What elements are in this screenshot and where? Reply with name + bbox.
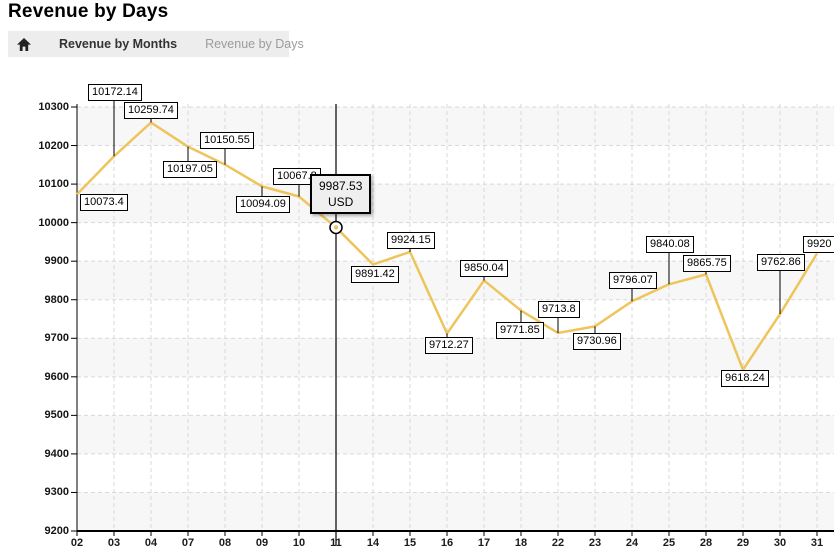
breadcrumb: Revenue by Months Revenue by Days <box>8 30 304 58</box>
y-tick-label: 9600 <box>44 370 69 383</box>
y-tick-label: 9400 <box>44 447 69 460</box>
x-tick-label: 30 <box>773 537 787 546</box>
data-point-label: 10197.05 <box>163 161 217 178</box>
y-tick-label: 10000 <box>38 216 69 229</box>
x-tick-label: 17 <box>477 537 491 546</box>
x-tick-label: 23 <box>588 537 602 546</box>
selected-point-dot <box>333 225 339 230</box>
data-point-label: 9713.8 <box>538 301 580 318</box>
data-point-label: 10094.09 <box>236 196 290 213</box>
tooltip-value: 9987.53 <box>319 179 363 193</box>
x-tick-label: 11 <box>330 537 342 546</box>
x-tick-label: 07 <box>181 537 195 546</box>
data-point-label: 9865.75 <box>683 255 731 272</box>
data-point-label: 9924.15 <box>387 232 435 249</box>
data-point-label: 9730.96 <box>573 333 621 350</box>
x-tick-label: 28 <box>699 537 713 546</box>
x-tick-label: 09 <box>255 537 269 546</box>
data-point-label: 9850.04 <box>460 260 508 277</box>
y-tick-label: 9200 <box>44 525 69 537</box>
data-point-label: 10259.74 <box>124 102 178 119</box>
plot-band <box>77 492 834 531</box>
x-tick-label: 15 <box>403 537 417 546</box>
x-tick-label: 16 <box>440 537 454 546</box>
y-tick-label: 9300 <box>44 486 69 499</box>
plot-band <box>77 415 834 454</box>
tooltip: 9987.53 USD <box>310 174 372 214</box>
x-tick-label: 08 <box>218 537 232 546</box>
data-point-label: 9796.07 <box>609 272 657 289</box>
y-tick-label: 10300 <box>38 101 69 113</box>
data-point-label: 9840.08 <box>646 236 694 253</box>
home-icon[interactable] <box>17 37 31 51</box>
y-tick-label: 9700 <box>44 332 69 345</box>
y-tick-label: 9500 <box>44 409 69 422</box>
y-tick-label: 9800 <box>44 293 69 306</box>
x-tick-label: 29 <box>736 537 750 546</box>
data-point-label: 9891.42 <box>351 266 399 283</box>
tooltip-unit: USD <box>328 195 354 209</box>
data-point-label: 9712.27 <box>425 337 473 354</box>
x-tick-label: 31 <box>810 537 824 546</box>
data-point-label: 10073.4 <box>80 194 128 211</box>
data-point-label: 10172.14 <box>88 84 142 101</box>
y-tick-label: 10200 <box>38 139 69 152</box>
x-tick-label: 24 <box>625 537 639 546</box>
plot-band <box>77 184 834 223</box>
y-tick-label: 9900 <box>44 255 69 268</box>
x-tick-label: 02 <box>70 537 84 546</box>
data-point-label: 9762.86 <box>757 254 805 271</box>
data-point-label: 9771.85 <box>496 322 544 339</box>
y-tick-label: 10100 <box>38 178 69 191</box>
page-title: Revenue by Days <box>8 1 169 22</box>
x-tick-label: 03 <box>107 537 121 546</box>
x-tick-label: 18 <box>514 537 528 546</box>
x-tick-label: 04 <box>144 537 158 546</box>
x-tick-label: 14 <box>366 537 380 546</box>
x-tick-label: 10 <box>292 537 306 546</box>
data-point-label: 10150.55 <box>200 132 254 149</box>
data-point-label: 9618.24 <box>721 370 769 387</box>
x-tick-label: 25 <box>662 537 676 546</box>
breadcrumb-item-revenue-by-months[interactable]: Revenue by Months <box>59 37 178 51</box>
breadcrumb-item-revenue-by-days: Revenue by Days <box>205 37 304 51</box>
data-point-label: 9920 <box>803 236 834 253</box>
x-tick-label: 22 <box>551 537 565 546</box>
plot-band <box>77 107 834 146</box>
